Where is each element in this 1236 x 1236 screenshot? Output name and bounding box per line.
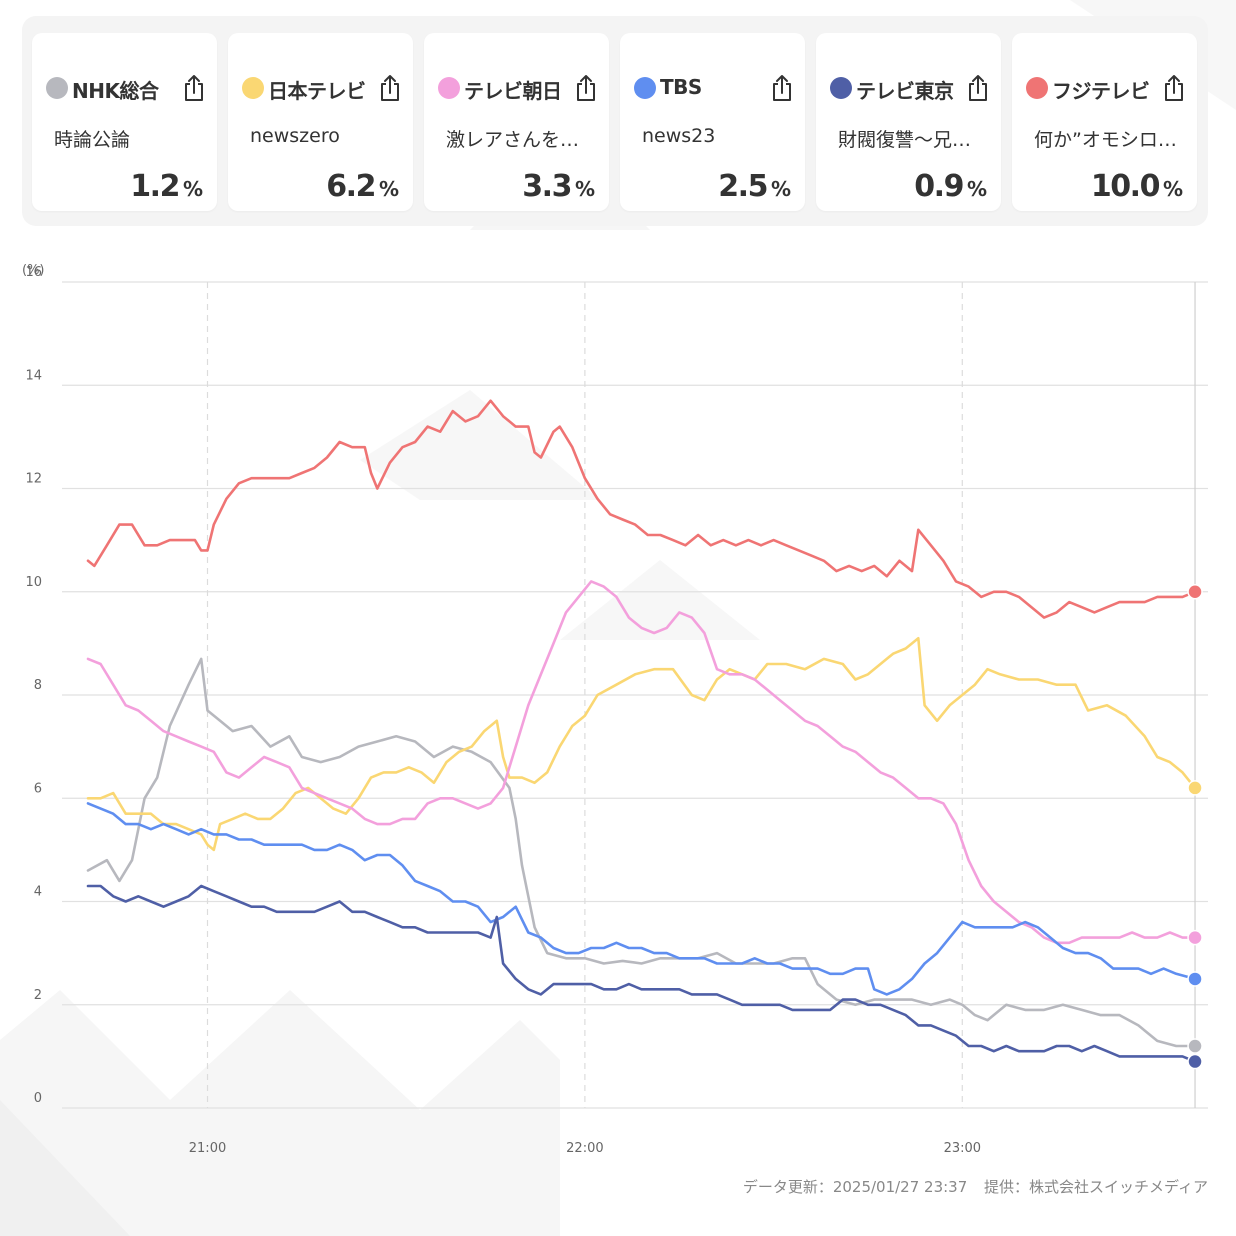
rating-number: 3.3 [522,169,572,204]
rating-number: 6.2 [326,169,376,204]
channel-card-cx[interactable]: フジテレビ 何か”オモシロい… 10.0% [1012,33,1197,211]
share-icon[interactable] [574,73,598,103]
rating-unit: % [182,177,203,201]
y-tick-label: 10 [25,575,42,590]
rating-number: 1.2 [130,169,180,204]
rating-number: 10.0 [1090,169,1161,204]
rating-unit: % [966,177,987,201]
x-tick-label: 23:00 [944,1141,981,1156]
share-icon[interactable] [770,73,794,103]
share-icon[interactable] [1162,73,1186,103]
data-updated-text: データ更新：2025/01/27 23:37 [742,1178,968,1196]
channel-color-dot [830,77,852,99]
chart-footer: データ更新：2025/01/27 23:37 提供：株式会社スイッチメディア [743,1176,1208,1197]
series-line-nhk [86,657,1197,1048]
rating-number: 2.5 [718,169,768,204]
y-tick-label: 6 [34,781,42,796]
channel-cards-panel: NHK総合 時論公論 1.2% 日本テレビ newszero 6.2% テレビ朝日 激レアさん… [22,16,1208,226]
y-tick-label: 2 [34,988,42,1003]
channel-color-dot [1026,77,1048,99]
channel-card-nhk[interactable]: NHK総合 時論公論 1.2% [32,33,217,211]
channel-name: テレビ東京 [856,79,954,103]
channel-card-tva[interactable]: テレビ朝日 激レアさんを連… 3.3% [424,33,609,211]
y-tick-label: 12 [25,472,42,487]
rating-number: 0.9 [914,169,964,204]
y-tick-label: 14 [25,368,42,383]
y-tick-label: 0 [34,1091,42,1106]
share-icon[interactable] [966,73,990,103]
channel-name: フジテレビ [1052,79,1150,103]
channel-color-dot [438,77,460,99]
share-icon[interactable] [182,73,206,103]
channel-card-tbs[interactable]: TBS news23 2.5% [620,33,805,211]
y-axis-unit: (%) [22,263,45,278]
channel-color-dot [634,77,656,99]
channel-card-ntv[interactable]: 日本テレビ newszero 6.2% [228,33,413,211]
x-tick-label: 21:00 [189,1141,226,1156]
series-end-marker-tx [1187,1053,1203,1070]
series-line-tx [86,884,1197,1063]
series-end-marker-ntv [1187,780,1203,796]
rating-value: 6.2% [326,169,399,204]
series-end-marker-nhk [1187,1038,1203,1054]
rating-unit: % [770,177,791,201]
rating-unit: % [1162,177,1183,201]
series-line-tbs [86,802,1197,996]
channel-name: 日本テレビ [268,79,366,103]
series-end-marker-tva [1187,929,1203,946]
rating-value: 2.5% [718,169,791,204]
channel-name: NHK総合 [72,79,159,103]
y-tick-label: 16 [25,265,42,280]
series-line-cx [86,399,1197,619]
rating-value: 1.2% [130,169,203,204]
channel-name: TBS [660,75,702,99]
channel-color-dot [242,77,264,99]
rating-value: 10.0% [1091,169,1183,204]
channel-color-dot [46,77,68,99]
channel-card-tx[interactable]: テレビ東京 財閥復讐〜兄嫁… 0.9% [816,33,1001,211]
series-line-ntv [86,636,1197,852]
data-provider-text: 提供：株式会社スイッチメディア [984,1178,1208,1196]
series-end-marker-cx [1187,584,1203,600]
channel-name: テレビ朝日 [464,79,562,103]
x-tick-label: 22:00 [566,1141,603,1156]
y-tick-label: 4 [34,885,42,900]
series-line-tva [86,580,1197,945]
rating-unit: % [378,177,399,201]
rating-value: 3.3% [522,169,595,204]
series-end-marker-tbs [1187,971,1203,987]
rating-unit: % [574,177,595,201]
y-tick-label: 8 [34,678,42,693]
rating-value: 0.9% [914,169,987,204]
share-icon[interactable] [378,73,402,103]
